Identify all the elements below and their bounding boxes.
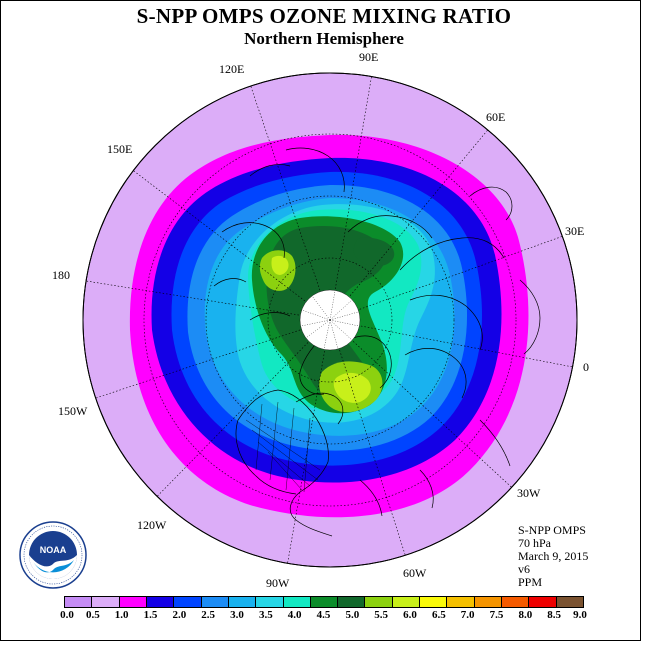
lon-label-90e: 90E [359, 50, 379, 64]
colorbar-tick-label: 2.0 [172, 609, 187, 621]
colorbar-tick-label: 5.5 [374, 609, 389, 621]
colorbar-swatch [446, 596, 475, 608]
colorbar-tick-label: 4.5 [316, 609, 331, 621]
colorbar-swatch [118, 596, 147, 608]
colorbar-tick-label: 7.5 [489, 609, 504, 621]
us-state-lines [245, 401, 321, 493]
colorbar-swatch [64, 596, 93, 608]
lon-label-30e: 30E [565, 224, 585, 238]
colorbar-tick-label: 2.5 [201, 609, 216, 621]
lon-label-180: 180 [52, 268, 70, 282]
lon-label-150w: 150W [58, 404, 88, 418]
lon-label-60w: 60W [403, 566, 427, 580]
lon-label-30w: 30W [517, 486, 541, 500]
colorbar-swatch [255, 596, 284, 608]
colorbar-tick-label: 4.0 [287, 609, 302, 621]
colorbar-tick-label: 3.5 [258, 609, 273, 621]
colorbar-tick-label: 8.0 [518, 609, 533, 621]
lon-label-90w: 90W [266, 576, 290, 590]
lon-label-0: 0 [583, 360, 589, 374]
info-units: PPM [518, 575, 543, 589]
colorbar-tick-label: 3.0 [230, 609, 244, 621]
info-date: March 9, 2015 [518, 549, 589, 563]
info-level: 70 hPa [518, 536, 551, 550]
colorbar-swatch [309, 596, 339, 608]
chart-subtitle: Northern Hemisphere [244, 29, 404, 48]
colorbar-swatch [473, 596, 503, 608]
colorbar-swatch [227, 596, 257, 608]
colorbar-swatch [391, 596, 421, 608]
colorbar-swatch [91, 596, 120, 608]
colorbar-tick-label: 7.0 [460, 609, 475, 621]
colorbar-swatch [337, 596, 366, 608]
lon-label-60e: 60E [486, 110, 506, 124]
info-version: v6 [518, 562, 530, 576]
lon-label-120w: 120W [137, 518, 167, 532]
graticule [83, 73, 577, 567]
colorbar-tick-label: 0.0 [60, 609, 74, 621]
contour-level-6.0-b [271, 255, 289, 275]
lon-label-120e: 120E [219, 62, 245, 76]
info-instrument: S-NPP OMPS [518, 523, 586, 537]
colorbar-tick-label: 6.0 [403, 609, 417, 621]
colorbar-swatch [200, 596, 229, 608]
lon-label-150e: 150E [107, 142, 133, 156]
colorbar-tick-label: 8.5 [547, 609, 562, 621]
colorbar-swatch [528, 596, 557, 608]
colorbar-tick-label: 0.5 [85, 609, 100, 621]
colorbar-swatch [364, 596, 393, 608]
colorbar-swatch [282, 596, 311, 608]
colorbar-tick-label: 9.0 [573, 609, 587, 621]
coastlines [213, 147, 541, 537]
colorbar-swatch [145, 596, 175, 608]
colorbar-tick-label: 1.0 [114, 609, 129, 621]
contour-level-5.0-east [353, 237, 395, 267]
colorbar-tick-label: 5.0 [345, 609, 360, 621]
colorbar-tick-label: 1.5 [143, 609, 158, 621]
noaa-logo: NOAA [19, 521, 87, 589]
colorbar-tick-label: 6.5 [431, 609, 446, 621]
chart-title: S-NPP OMPS OZONE MIXING RATIO [136, 4, 512, 28]
colorbar-swatch [173, 596, 202, 608]
info-block: S-NPP OMPS 70 hPa March 9, 2015 v6 PPM [518, 524, 588, 589]
colorbar-swatch [555, 596, 584, 608]
pole-hole-meridians [300, 290, 360, 350]
colorbar-swatch [501, 596, 530, 608]
colorbar-swatch [419, 596, 448, 608]
noaa-logo-text: NOAA [40, 545, 67, 555]
